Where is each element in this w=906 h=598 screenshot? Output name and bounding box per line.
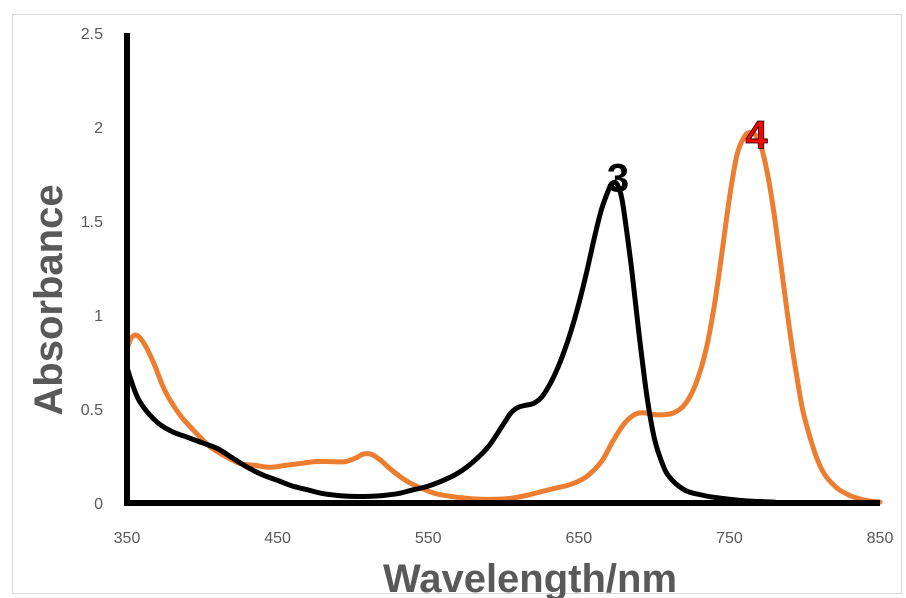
y-tick-label: 2 xyxy=(94,120,103,137)
curve-label-4: 4 xyxy=(745,113,768,157)
x-axis-label: Wavelength/nm xyxy=(383,557,677,598)
series-line-0 xyxy=(124,179,778,505)
y-tick-label: 1 xyxy=(94,308,103,325)
curve-label-3: 3 xyxy=(607,157,629,201)
x-tick-label: 350 xyxy=(114,530,141,547)
x-tick-label: 850 xyxy=(867,530,894,547)
x-tick-label: 550 xyxy=(415,530,442,547)
series-layer xyxy=(124,130,883,505)
y-tick-label: 0 xyxy=(94,496,103,513)
y-axis-label: Absorbance xyxy=(27,184,71,415)
y-axis-ticks: 0 0.5 1 1.5 2 2.5 xyxy=(81,26,103,513)
x-tick-label: 750 xyxy=(716,530,743,547)
x-tick-label: 650 xyxy=(565,530,592,547)
x-tick-label: 450 xyxy=(264,530,291,547)
y-tick-label: 2.5 xyxy=(81,26,103,43)
x-axis-ticks: 350 450 550 650 750 850 xyxy=(114,530,894,547)
y-tick-label: 0.5 xyxy=(81,402,103,419)
annotation-layer: 34 xyxy=(607,113,769,201)
series-line-1 xyxy=(124,130,883,505)
y-tick-label: 1.5 xyxy=(81,214,103,231)
